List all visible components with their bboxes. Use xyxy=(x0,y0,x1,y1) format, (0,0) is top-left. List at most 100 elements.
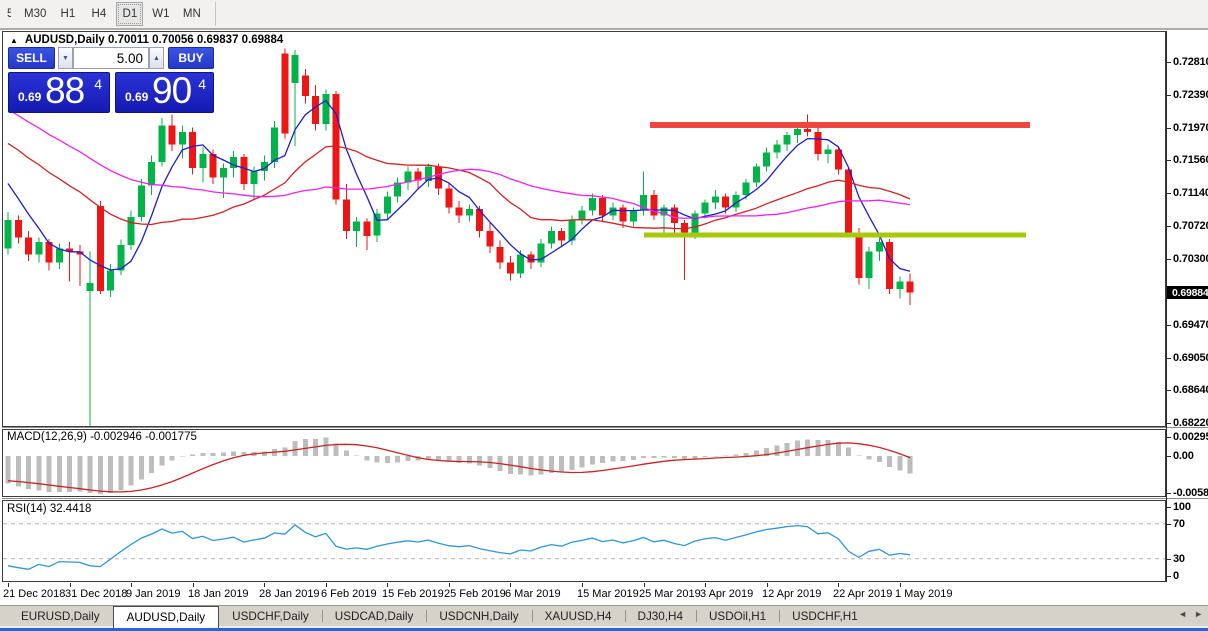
timeframe-button-d1[interactable]: D1 xyxy=(116,2,144,26)
volume-decrease-button[interactable]: ▼ xyxy=(58,47,73,69)
chart-tab-audusd-daily[interactable]: AUDUSD,Daily xyxy=(112,606,220,628)
date-tick xyxy=(70,583,71,587)
macd-histogram xyxy=(5,437,913,494)
date-tick xyxy=(264,583,265,587)
date-tick-label: 12 Apr 2019 xyxy=(762,588,822,600)
date-tick-label: 21 Dec 2018 xyxy=(3,588,66,600)
date-tick-label: 22 Apr 2019 xyxy=(833,588,893,600)
date-tick xyxy=(8,583,9,587)
rsi-line xyxy=(7,524,911,570)
rsi-indicator-label: RSI(14) 32.4418 xyxy=(7,503,92,515)
axis-tick-label: 30 xyxy=(1173,553,1185,565)
date-tick-label: 15 Mar 2019 xyxy=(577,588,639,600)
date-tick-label: 25 Mar 2019 xyxy=(639,588,701,600)
axis-tick-label: 0.002957 xyxy=(1173,431,1208,443)
chevron-down-icon: ▼ xyxy=(62,54,69,62)
axis-tick-label: 0.71140 xyxy=(1173,187,1208,199)
axis-tick xyxy=(1166,160,1171,161)
date-tick-label: 1 May 2019 xyxy=(895,588,953,600)
price-axis-border xyxy=(1166,31,1167,582)
rsi-pane[interactable] xyxy=(2,500,1166,582)
axis-tick xyxy=(1166,95,1171,96)
axis-tick xyxy=(1166,507,1171,508)
toolbar-separator xyxy=(215,2,217,26)
date-tick xyxy=(644,583,645,587)
timeframe-button-h4[interactable]: H4 xyxy=(91,8,107,20)
date-tick xyxy=(131,583,132,587)
buy-button[interactable]: BUY xyxy=(168,47,214,69)
axis-tick-label: 0.72390 xyxy=(1173,89,1208,101)
axis-tick xyxy=(1166,524,1171,525)
expand-arrow-icon[interactable]: ▲ xyxy=(10,35,18,45)
date-tick xyxy=(838,583,839,587)
buy-price-panel[interactable]: 0.69 90 4 xyxy=(115,70,214,113)
axis-tick xyxy=(1166,325,1171,326)
chevron-up-icon: ▲ xyxy=(153,54,160,62)
buy-price-pip: 4 xyxy=(198,76,206,92)
date-tick xyxy=(767,583,768,587)
chart-window: ▲ AUDUSD,Daily 0.70011 0.70056 0.69837 0… xyxy=(0,30,1208,605)
chart-tab-dj30-h4[interactable]: DJ30,H4 xyxy=(624,606,696,627)
timeframe-button-mn[interactable]: MN xyxy=(182,8,201,20)
date-tick-label: 3 Apr 2019 xyxy=(700,588,754,600)
macd-pane[interactable] xyxy=(2,429,1166,497)
sell-price-digits: 88 xyxy=(45,70,85,111)
pane-divider[interactable] xyxy=(2,498,1208,499)
horizontal-level-lines xyxy=(644,121,1030,238)
date-tick xyxy=(193,583,194,587)
axis-tick-label: 70 xyxy=(1173,518,1185,530)
pane-divider[interactable] xyxy=(2,427,1208,428)
date-tick xyxy=(510,583,511,587)
date-tick xyxy=(582,583,583,587)
chart-tab-usdcad-daily[interactable]: USDCAD,Daily xyxy=(321,606,427,627)
window-bottom-border xyxy=(0,628,1208,631)
axis-tick-label: 0.71560 xyxy=(1173,154,1208,166)
tab-scroll-left-icon[interactable]: ◄ xyxy=(1178,609,1188,619)
timeframe-button-h1[interactable]: H1 xyxy=(60,8,76,20)
date-tick-label: 31 Dec 2018 xyxy=(65,588,128,600)
axis-tick-label: 0.69050 xyxy=(1173,352,1208,364)
moving-averages xyxy=(7,99,911,272)
axis-tick xyxy=(1166,559,1171,560)
timeframe-m5-partial[interactable]: 5 xyxy=(3,2,12,26)
chart-symbol-label: AUDUSD,Daily xyxy=(24,34,105,46)
buy-price-digits: 90 xyxy=(152,70,192,111)
chart-tab-eurusd-daily[interactable]: EURUSD,Daily xyxy=(21,610,100,623)
chart-tab-xauusd-h4[interactable]: XAUUSD,H4 xyxy=(531,606,625,627)
axis-tick-label: 0.70300 xyxy=(1173,253,1208,265)
date-tick-label: 6 Feb 2019 xyxy=(321,588,377,600)
axis-tick xyxy=(1166,259,1171,260)
sell-price-pip: 4 xyxy=(94,76,102,92)
date-tick xyxy=(449,583,450,587)
chart-tab-usdchf-daily[interactable]: USDCHF,Daily xyxy=(232,610,309,623)
timeframe-button-w1[interactable]: W1 xyxy=(152,8,170,20)
sell-price-panel[interactable]: 0.69 88 4 xyxy=(8,70,110,113)
axis-tick-label: 0 xyxy=(1173,570,1179,582)
date-tick-label: 18 Jan 2019 xyxy=(188,588,249,600)
ma-fast-line xyxy=(7,99,911,272)
main-chart-pane[interactable] xyxy=(2,31,1166,427)
timeframe-button-m30[interactable]: M30 xyxy=(24,8,47,20)
date-tick-label: 28 Jan 2019 xyxy=(259,588,320,600)
volume-increase-button[interactable]: ▲ xyxy=(149,47,164,69)
axis-tick xyxy=(1166,456,1171,457)
chart-ohlc-values: 0.70011 0.70056 0.69837 0.69884 xyxy=(104,34,284,46)
rsi-levels xyxy=(3,523,1165,560)
date-tick-label: 9 Jan 2019 xyxy=(126,588,181,600)
chart-tab-usdoil-h1[interactable]: USDOil,H1 xyxy=(695,606,779,627)
candles xyxy=(4,48,914,427)
axis-tick xyxy=(1166,576,1171,577)
sell-price-prefix: 0.69 xyxy=(18,90,42,104)
date-tick-label: 15 Feb 2019 xyxy=(382,588,444,600)
date-tick xyxy=(900,583,901,587)
volume-input[interactable] xyxy=(73,47,149,69)
chart-tab-usdchf-h1[interactable]: USDCHF,H1 xyxy=(779,606,871,627)
buy-price-prefix: 0.69 xyxy=(125,90,149,104)
date-tick xyxy=(326,583,327,587)
tab-scroll-right-icon[interactable]: ► xyxy=(1194,609,1203,619)
support-line xyxy=(644,232,1026,238)
chart-tab-usdcnh-daily[interactable]: USDCNH,Daily xyxy=(426,606,531,627)
ma-slow-line xyxy=(7,108,911,220)
sell-button[interactable]: SELL xyxy=(8,47,55,69)
